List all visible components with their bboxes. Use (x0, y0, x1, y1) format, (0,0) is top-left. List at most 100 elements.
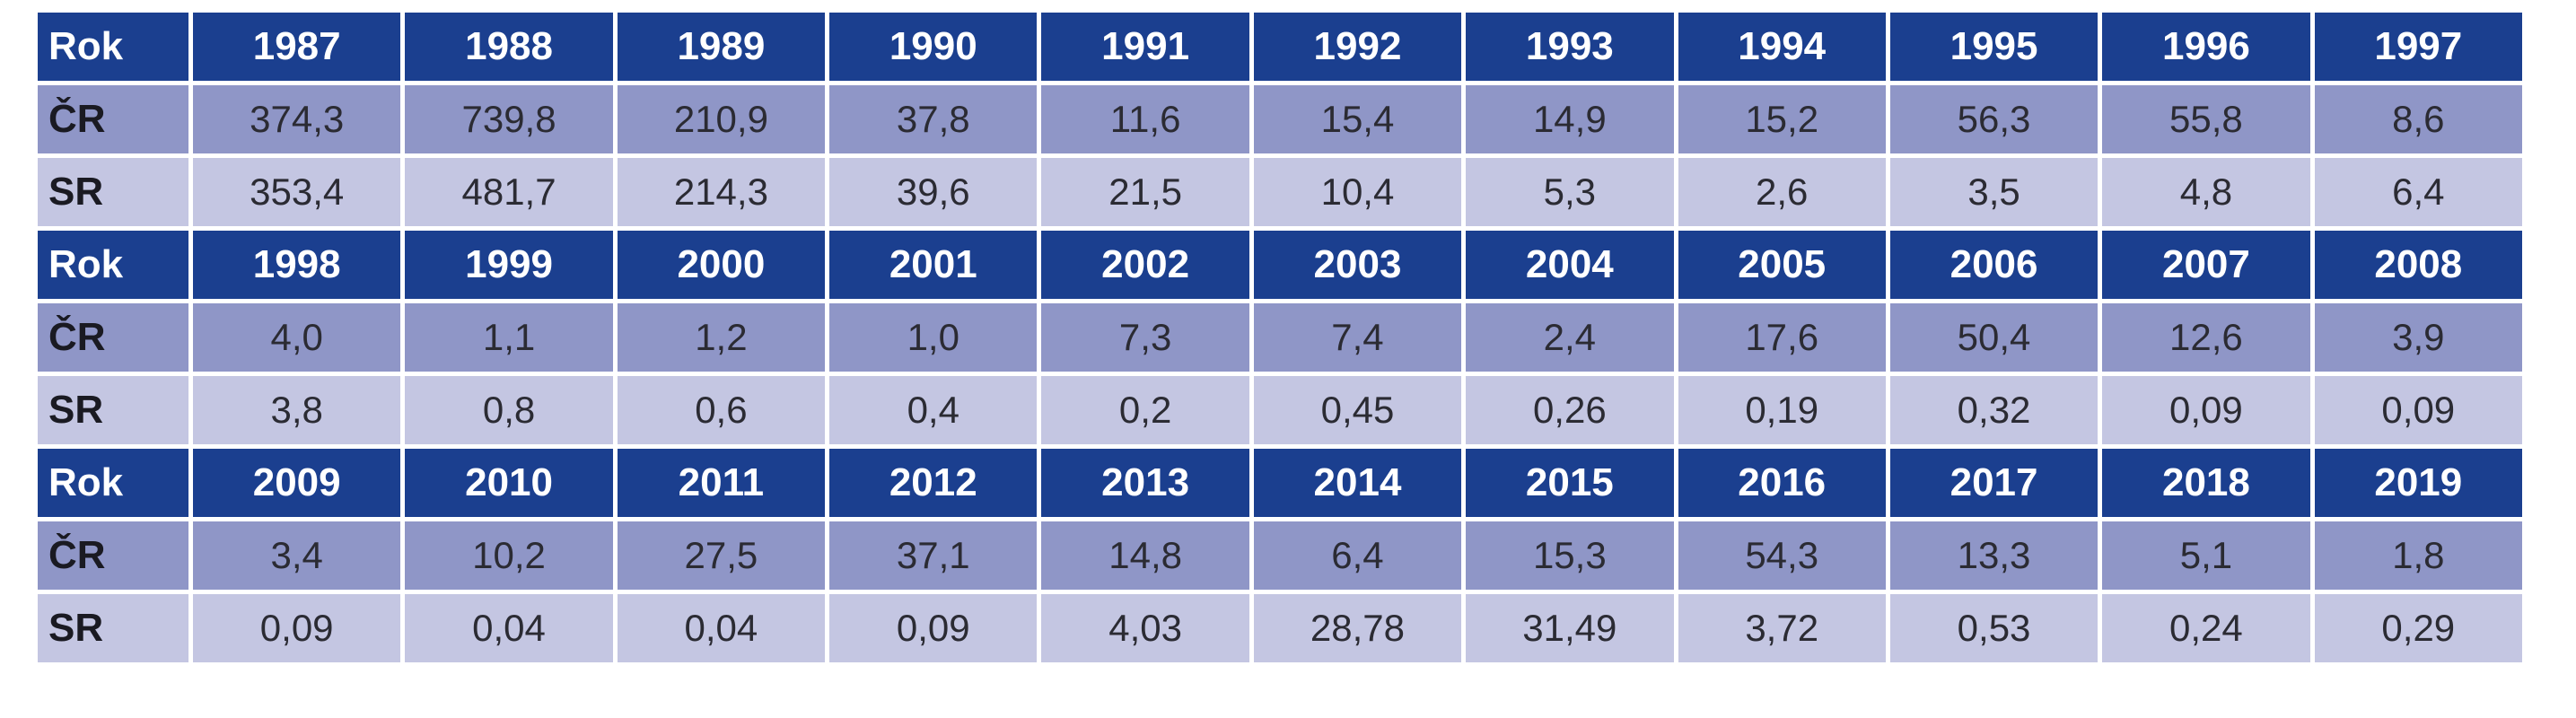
sr-value-cell: 0,09 (2098, 372, 2315, 449)
year-cell: 2015 (1461, 444, 1678, 521)
cr-value-cell: 50,4 (1885, 299, 2103, 376)
cr-value-cell: 10,2 (400, 517, 618, 594)
cr-value-cell: 7,4 (1249, 299, 1467, 376)
cr-value-cell: 11,6 (1037, 81, 1254, 158)
cr-value-cell: 374,3 (188, 81, 406, 158)
sr-value-cell: 0,6 (612, 372, 830, 449)
year-cell: 2011 (612, 444, 830, 521)
sr-value-cell: 39,6 (825, 153, 1042, 231)
cr-value-cell: 1,2 (612, 299, 830, 376)
cr-value-cell: 8,6 (2309, 81, 2528, 158)
cr-value-cell: 27,5 (612, 517, 830, 594)
sr-value-cell: 214,3 (612, 153, 830, 231)
sr-value-cell: 4,03 (1037, 590, 1254, 667)
year-cell: 2007 (2098, 226, 2315, 303)
sr-value-cell: 31,49 (1461, 590, 1678, 667)
year-header-row: Rok 2009 2010 2011 2012 2013 2014 2015 2016 2017 2… (33, 444, 2528, 521)
data-table-body: Rok 1987 1988 1989 1990 1991 1992 1993 1994 1995 1… (33, 8, 2528, 667)
cr-value-cell: 5,1 (2098, 517, 2315, 594)
year-cell: 2006 (1885, 226, 2103, 303)
year-cell: 1993 (1461, 8, 1678, 85)
year-cell: 2000 (612, 226, 830, 303)
year-cell: 1991 (1037, 8, 1254, 85)
cr-row: ČR 374,3 739,8 210,9 37,8 11,6 15,4 14,9 15,2 56,… (33, 81, 2528, 158)
cr-row: ČR 3,4 10,2 27,5 37,1 14,8 6,4 15,3 54,3 13,3 5,1 1… (33, 517, 2528, 594)
cr-value-cell: 2,4 (1461, 299, 1678, 376)
cr-value-cell: 37,8 (825, 81, 1042, 158)
cr-value-cell: 3,9 (2309, 299, 2528, 376)
cr-value-cell: 17,6 (1673, 299, 1890, 376)
sr-value-cell: 481,7 (400, 153, 618, 231)
year-cell: 1987 (188, 8, 406, 85)
cr-value-cell: 15,3 (1461, 517, 1678, 594)
year-cell: 2013 (1037, 444, 1254, 521)
cr-value-cell: 12,6 (2098, 299, 2315, 376)
sr-value-cell: 0,26 (1461, 372, 1678, 449)
sr-value-cell: 3,5 (1885, 153, 2103, 231)
year-label: Rok (33, 444, 193, 521)
year-cell: 1992 (1249, 8, 1467, 85)
year-cell: 1988 (400, 8, 618, 85)
year-cell: 1997 (2309, 8, 2528, 85)
sr-value-cell: 0,19 (1673, 372, 1890, 449)
sr-value-cell: 3,72 (1673, 590, 1890, 667)
cr-value-cell: 13,3 (1885, 517, 2103, 594)
year-cell: 2016 (1673, 444, 1890, 521)
year-header-row: Rok 1987 1988 1989 1990 1991 1992 1993 1994 1995 1… (33, 8, 2528, 85)
sr-value-cell: 4,8 (2098, 153, 2315, 231)
year-cell: 2001 (825, 226, 1042, 303)
data-table-container: Rok 1987 1988 1989 1990 1991 1992 1993 1994 1995 1… (33, 8, 2528, 667)
sr-value-cell: 0,09 (2309, 372, 2528, 449)
year-cell: 2005 (1673, 226, 1890, 303)
year-cell: 2019 (2309, 444, 2528, 521)
year-cell: 2002 (1037, 226, 1254, 303)
cr-value-cell: 14,8 (1037, 517, 1254, 594)
cr-value-cell: 15,2 (1673, 81, 1890, 158)
cr-value-cell: 56,3 (1885, 81, 2103, 158)
sr-value-cell: 0,09 (188, 590, 406, 667)
cr-value-cell: 210,9 (612, 81, 830, 158)
year-cell: 1996 (2098, 8, 2315, 85)
cr-value-cell: 6,4 (1249, 517, 1467, 594)
year-cell: 2014 (1249, 444, 1467, 521)
cr-value-cell: 4,0 (188, 299, 406, 376)
sr-value-cell: 0,09 (825, 590, 1042, 667)
year-cell: 1989 (612, 8, 830, 85)
cr-label: ČR (33, 299, 193, 376)
cr-value-cell: 37,1 (825, 517, 1042, 594)
sr-value-cell: 0,4 (825, 372, 1042, 449)
cr-value-cell: 1,0 (825, 299, 1042, 376)
year-label: Rok (33, 226, 193, 303)
sr-value-cell: 5,3 (1461, 153, 1678, 231)
cr-value-cell: 55,8 (2098, 81, 2315, 158)
sr-value-cell: 0,45 (1249, 372, 1467, 449)
year-cell: 2008 (2309, 226, 2528, 303)
cr-value-cell: 1,8 (2309, 517, 2528, 594)
cr-label: ČR (33, 517, 193, 594)
cr-label: ČR (33, 81, 193, 158)
sr-value-cell: 0,8 (400, 372, 618, 449)
sr-row: SR 0,09 0,04 0,04 0,09 4,03 28,78 31,49 3,72 0,53… (33, 590, 2528, 667)
year-cell: 1998 (188, 226, 406, 303)
cr-value-cell: 3,4 (188, 517, 406, 594)
year-cell: 1994 (1673, 8, 1890, 85)
sr-label: SR (33, 153, 193, 231)
year-cell: 2004 (1461, 226, 1678, 303)
sr-value-cell: 353,4 (188, 153, 406, 231)
cr-value-cell: 1,1 (400, 299, 618, 376)
sr-value-cell: 0,32 (1885, 372, 2103, 449)
sr-value-cell: 6,4 (2309, 153, 2528, 231)
cr-value-cell: 739,8 (400, 81, 618, 158)
sr-value-cell: 0,53 (1885, 590, 2103, 667)
sr-value-cell: 3,8 (188, 372, 406, 449)
data-table: Rok 1987 1988 1989 1990 1991 1992 1993 1994 1995 1… (33, 8, 2528, 667)
year-cell: 2003 (1249, 226, 1467, 303)
sr-value-cell: 0,2 (1037, 372, 1254, 449)
year-cell: 2018 (2098, 444, 2315, 521)
sr-value-cell: 10,4 (1249, 153, 1467, 231)
sr-value-cell: 21,5 (1037, 153, 1254, 231)
year-cell: 2017 (1885, 444, 2103, 521)
sr-value-cell: 0,04 (612, 590, 830, 667)
year-cell: 2009 (188, 444, 406, 521)
cr-value-cell: 7,3 (1037, 299, 1254, 376)
